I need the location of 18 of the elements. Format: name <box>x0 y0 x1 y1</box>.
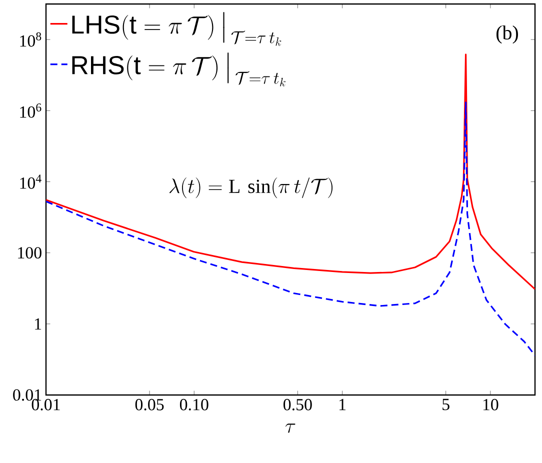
x-axis-title: $\tau$ <box>285 424 296 433</box>
x-tick-label: 0.01 <box>32 398 60 410</box>
x-tick-label: 1 <box>340 398 346 410</box>
x-tick-label: 0.50 <box>284 398 312 410</box>
x-tick-label: 0.05 <box>135 398 164 410</box>
y-tick-label: 10$^{8}$ <box>20 32 42 47</box>
legend-label: $\mathsf{LHS}(\mathsf{t}=\pi\,\mathcal{T})\,\big|_{\,\mathcal{T}=\tau\, t_k}$ <box>72 12 282 46</box>
y-tick-label: 0.01 <box>13 389 42 401</box>
x-tick-label: 0.10 <box>180 398 208 410</box>
legend-label: $\mathsf{RHS}(\mathsf{t}=\pi\,\mathcal{T})\,\big|_{\,\mathcal{T}=\tau\, t_k}$ <box>72 52 286 86</box>
y-tick-label: 100 <box>18 247 42 259</box>
x-tick-label: 10 <box>483 398 498 410</box>
y-tick-label: 1 <box>35 318 42 330</box>
annotation: (b) <box>496 26 518 44</box>
y-tick-label: 10$^{4}$ <box>20 174 42 189</box>
annotation: $\lambda(t)=\mathrm{L}\,\sin(\pi\, t/\mathcal{T})$ <box>169 177 332 198</box>
y-tick-label: 10$^{6}$ <box>20 103 42 118</box>
x-tick-label: 5 <box>442 398 450 410</box>
